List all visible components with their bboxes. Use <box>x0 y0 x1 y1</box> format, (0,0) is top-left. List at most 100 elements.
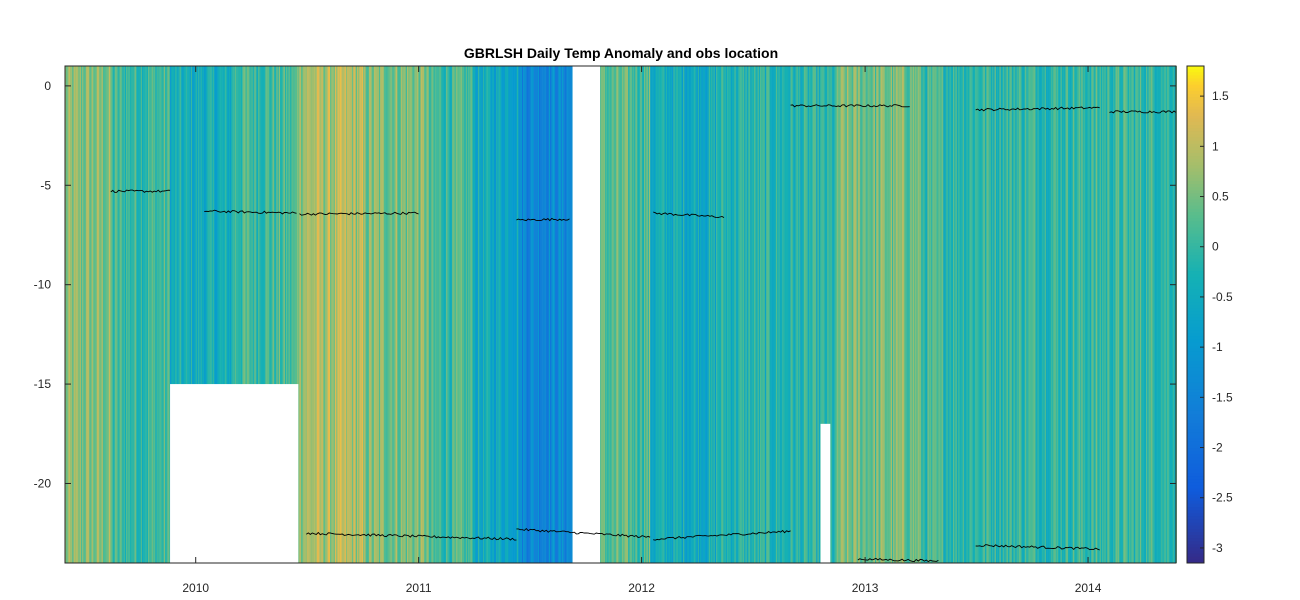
colorbar-segment <box>1187 361 1204 365</box>
heatmap-cell <box>805 66 807 563</box>
heatmap-cell <box>905 66 907 563</box>
heatmap-cell <box>455 66 458 563</box>
heatmap-cell <box>753 66 756 563</box>
heatmap-cell <box>629 66 631 563</box>
heatmap-cell <box>458 66 460 563</box>
heatmap-cell <box>415 66 418 563</box>
heatmap-cell <box>1061 66 1064 563</box>
heatmap-cell <box>1055 66 1058 563</box>
heatmap-cell <box>1076 66 1078 563</box>
heatmap-cell <box>906 66 909 563</box>
heatmap-cell <box>179 66 182 563</box>
heatmap-cell <box>316 66 319 563</box>
heatmap-cell <box>159 66 161 563</box>
heatmap-cell <box>938 66 940 563</box>
heatmap-cell <box>389 66 392 563</box>
colorbar-segment <box>1187 227 1204 232</box>
colorbar-segment <box>1187 457 1204 461</box>
heatmap-cell <box>370 66 372 563</box>
colorbar-segment <box>1187 354 1204 359</box>
heatmap-cell <box>124 66 127 563</box>
heatmap-cell <box>736 66 739 563</box>
heatmap-cell <box>77 66 79 563</box>
heatmap-cell <box>496 66 498 563</box>
heatmap-cell <box>105 66 107 563</box>
heatmap-cell <box>386 66 388 563</box>
heatmap-cell <box>768 66 771 563</box>
heatmap-cell <box>510 66 513 563</box>
heatmap-cell <box>451 66 453 563</box>
heatmap-cell <box>393 66 396 563</box>
heatmap-cell <box>645 66 647 563</box>
heatmap-cell <box>1170 66 1173 563</box>
colorbar-segment <box>1187 323 1204 328</box>
obs-location-line <box>653 211 725 219</box>
heatmap-cell <box>1015 66 1017 563</box>
heatmap-cell <box>932 66 934 563</box>
colorbar-segment <box>1187 389 1204 393</box>
heatmap-cell <box>904 66 906 563</box>
heatmap-cell <box>167 66 170 563</box>
colorbar-segment <box>1187 550 1204 555</box>
heatmap-cell <box>421 66 424 563</box>
heatmap-cell <box>459 66 462 563</box>
heatmap-cell <box>1060 66 1063 563</box>
heatmap-cell <box>884 66 887 563</box>
heatmap-cell <box>1106 66 1109 563</box>
heatmap-cell <box>912 66 915 563</box>
heatmap-cell <box>250 66 253 563</box>
heatmap-cell <box>659 66 662 563</box>
heatmap-cell <box>144 66 146 563</box>
heatmap-cell <box>160 66 162 563</box>
colorbar-segment <box>1187 463 1204 468</box>
heatmap-cell <box>879 66 882 563</box>
colorbar-segment <box>1187 190 1204 194</box>
heatmap-cell <box>612 66 614 563</box>
heatmap-cell <box>994 66 997 563</box>
heatmap-cell <box>260 66 262 563</box>
heatmap-cell <box>615 66 618 563</box>
heatmap-cell <box>429 66 431 563</box>
heatmap-cell <box>1097 66 1099 563</box>
heatmap-cell <box>684 66 686 563</box>
heatmap-cell <box>535 66 537 563</box>
colorbar-segment <box>1187 125 1204 129</box>
heatmap-cell <box>549 66 552 563</box>
heatmap-cell <box>1087 66 1089 563</box>
heatmap-cell <box>677 66 679 563</box>
heatmap-cell <box>111 66 113 563</box>
x-tick-label: 2011 <box>406 581 432 595</box>
colorbar-segment <box>1187 184 1204 188</box>
heatmap-cell <box>452 66 454 563</box>
heatmap-cell <box>730 66 733 563</box>
heatmap-cell <box>652 66 655 563</box>
heatmap-cell <box>402 66 404 563</box>
colorbar-segment <box>1187 97 1204 101</box>
heatmap-cell <box>1049 66 1052 563</box>
heatmap-cell <box>396 66 398 563</box>
heatmap-cell <box>78 66 80 563</box>
heatmap-cell <box>358 66 360 563</box>
heatmap-cell <box>1005 66 1008 563</box>
heatmap-cell <box>917 66 920 563</box>
heatmap-cell <box>813 66 816 563</box>
heatmap-cell <box>443 66 446 563</box>
heatmap-cell <box>678 66 680 563</box>
heatmap-cell <box>538 66 541 563</box>
heatmap-cell <box>852 66 855 563</box>
heatmap-cell <box>751 66 754 563</box>
heatmap-cell <box>341 66 343 563</box>
heatmap-cell <box>453 66 455 563</box>
heatmap-cell <box>209 66 211 563</box>
heatmap-cell <box>1104 66 1107 563</box>
heatmap-cell <box>1109 66 1111 563</box>
heatmap-cell <box>414 66 416 563</box>
heatmap-cell <box>979 66 982 563</box>
heatmap-cell <box>556 66 558 563</box>
heatmap-cell <box>734 66 736 563</box>
heatmap-cell <box>712 66 714 563</box>
heatmap-cell <box>433 66 436 563</box>
heatmap-cell <box>148 66 150 563</box>
heatmap-cell <box>998 66 1000 563</box>
heatmap-cell <box>835 66 838 563</box>
